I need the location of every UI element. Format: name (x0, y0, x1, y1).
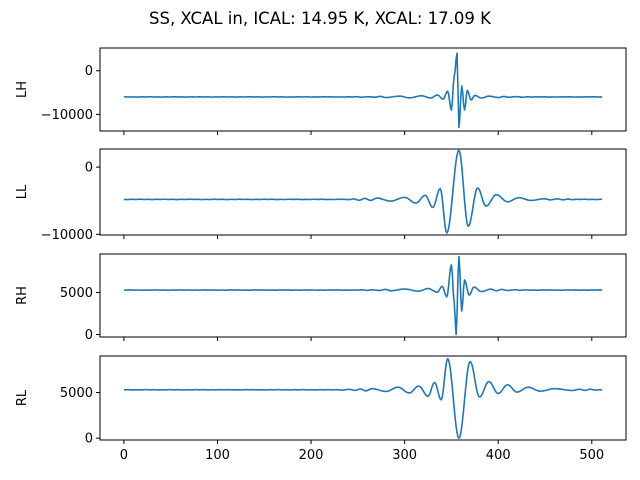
panel-ll: 0 −10000 LL (15, 148, 627, 243)
x-tick-label: 300 (392, 448, 417, 463)
panel-lh: 0 −10000 LH (15, 47, 627, 135)
series-line-rl (123, 357, 603, 439)
y-tick-label: 5000 (60, 386, 93, 401)
y-axis-label: RH (15, 286, 30, 305)
x-tick-label: 400 (486, 448, 511, 463)
y-axis-label: RL (15, 389, 30, 406)
y-tick-label: 0 (85, 161, 93, 176)
figure-title: SS, XCAL in, ICAL: 14.95 K, XCAL: 17.09 … (149, 9, 492, 28)
y-axis-label: LL (15, 184, 30, 199)
y-tick-label: 0 (85, 328, 93, 343)
y-tick-label: 0 (85, 64, 93, 79)
y-tick-label: −10000 (41, 108, 93, 123)
x-tick-label: 500 (579, 448, 604, 463)
axes-frame (99, 253, 627, 338)
y-tick-label: 5000 (60, 286, 93, 301)
panel-rl: 0 5000 0 100 200 300 400 500 RL (15, 355, 627, 463)
axes-frame (99, 47, 627, 132)
y-tick-label: 0 (85, 432, 93, 447)
x-tick-label: 100 (205, 448, 230, 463)
panel-rh: 0 5000 RH (15, 253, 627, 343)
y-tick-label: −10000 (41, 228, 93, 243)
axes-frame (99, 355, 627, 441)
y-axis-label: LH (15, 81, 30, 98)
series-line-lh (123, 52, 603, 129)
x-tick-label: 200 (299, 448, 324, 463)
axes-frame (99, 148, 627, 236)
series-line-ll (123, 149, 603, 234)
x-tick-label: 0 (120, 448, 128, 463)
series-line-rh (123, 255, 603, 336)
